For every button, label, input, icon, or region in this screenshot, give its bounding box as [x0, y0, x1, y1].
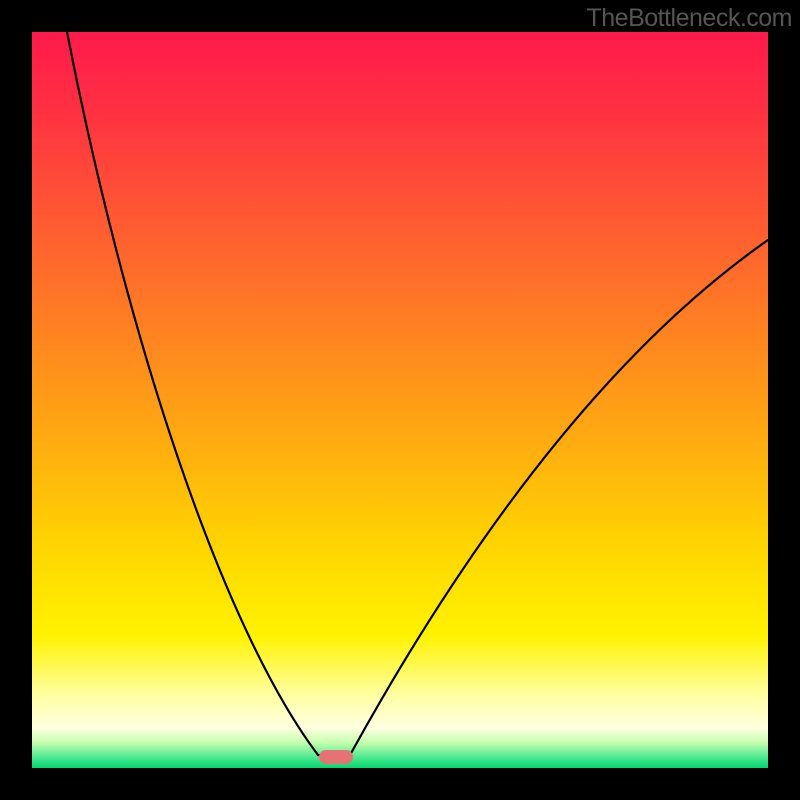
- watermark-text: TheBottleneck.com: [587, 4, 793, 33]
- chart-svg: [0, 0, 800, 800]
- bottleneck-marker: [319, 750, 353, 764]
- plot-area-rect: [32, 32, 768, 768]
- bottleneck-chart: TheBottleneck.com: [0, 0, 800, 800]
